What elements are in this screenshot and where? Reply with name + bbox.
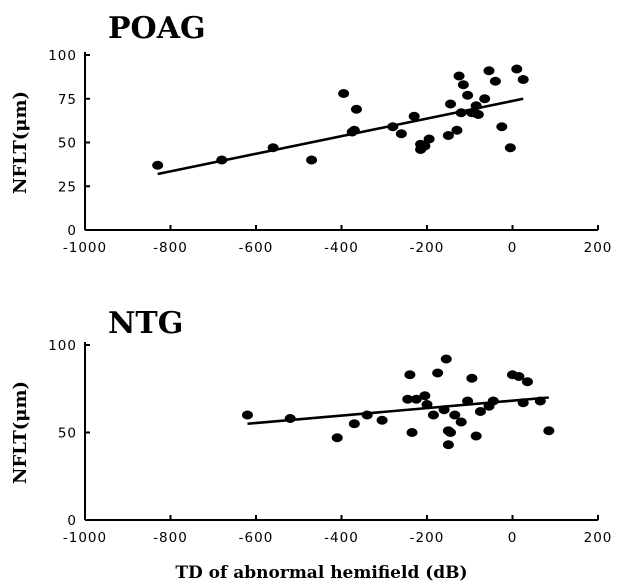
regression-line <box>247 396 549 426</box>
data-point <box>472 110 484 119</box>
x-tick-label: -800 <box>153 530 188 546</box>
data-point <box>440 354 452 364</box>
data-point <box>410 394 422 404</box>
data-point <box>408 111 420 121</box>
y-tick-label: 100 <box>48 48 77 64</box>
data-point <box>395 129 407 139</box>
data-point <box>338 89 350 98</box>
data-point <box>442 440 454 450</box>
data-point <box>241 410 253 420</box>
x-tick-label: -1000 <box>63 240 107 256</box>
data-point <box>489 76 501 86</box>
data-point <box>331 433 343 443</box>
data-point <box>445 428 457 437</box>
data-point <box>419 391 431 401</box>
data-point <box>404 370 416 380</box>
data-point <box>462 90 474 100</box>
data-point <box>419 141 431 151</box>
data-point <box>470 431 482 441</box>
regression-line <box>157 97 524 176</box>
data-point <box>543 426 555 436</box>
x-tick-label: -600 <box>239 530 274 546</box>
x-tick-label: -200 <box>410 240 445 256</box>
data-point <box>474 407 486 416</box>
x-tick-label: -400 <box>324 240 359 256</box>
data-point <box>513 372 525 381</box>
data-point <box>453 71 465 81</box>
y-tick-label: 75 <box>58 92 77 108</box>
x-tick-label: 0 <box>508 530 518 546</box>
data-point <box>445 99 457 109</box>
x-axis-label: TD of abnormal hemifield (dB) <box>175 563 467 583</box>
panel-title: NTG <box>108 306 183 341</box>
y-axis-label: NFLT(μm) <box>10 381 31 484</box>
data-point <box>457 80 469 90</box>
data-point <box>432 368 444 378</box>
y-tick-label: 0 <box>67 223 77 239</box>
y-tick-label: 0 <box>67 513 77 529</box>
data-point <box>466 373 478 383</box>
data-point <box>376 415 388 425</box>
data-point <box>348 419 360 429</box>
x-tick-label: -400 <box>324 530 359 546</box>
data-point <box>402 394 414 404</box>
ntg-panel: NTG NFLT(μm) -1000 -800 -600 -400 -200 0 200 0 50 1… <box>10 306 613 583</box>
data-point <box>427 410 439 420</box>
data-point <box>496 122 508 132</box>
data-point <box>350 104 362 114</box>
data-point <box>306 155 318 165</box>
x-tick-label: -200 <box>410 530 445 546</box>
x-tick-label: -1000 <box>63 530 107 546</box>
x-tick-label: 200 <box>584 530 613 546</box>
y-tick-label: 50 <box>58 426 77 442</box>
data-point <box>511 64 523 74</box>
x-tick-label: -800 <box>153 240 188 256</box>
data-point <box>451 125 463 135</box>
y-axis-label: NFLT(μm) <box>10 91 31 194</box>
data-point <box>152 160 164 170</box>
poag-panel: POAG NFLT(μm) -1000 -800 -600 -400 -200 0 200 0 25… <box>10 11 613 256</box>
data-point <box>406 428 418 437</box>
data-point <box>521 377 533 387</box>
y-tick-label: 100 <box>48 338 77 354</box>
data-point <box>449 410 461 420</box>
data-point <box>455 417 467 427</box>
y-tick-label: 50 <box>58 136 77 152</box>
data-point <box>423 134 435 144</box>
data-point <box>442 131 454 140</box>
x-tick-label: 0 <box>508 240 518 256</box>
panel-title: POAG <box>108 11 206 46</box>
y-tick-label: 25 <box>58 179 77 195</box>
x-tick-label: 200 <box>584 240 613 256</box>
data-point <box>504 143 516 153</box>
data-point <box>483 66 495 76</box>
data-point <box>479 94 491 104</box>
data-point <box>517 75 529 84</box>
x-tick-label: -600 <box>239 240 274 256</box>
